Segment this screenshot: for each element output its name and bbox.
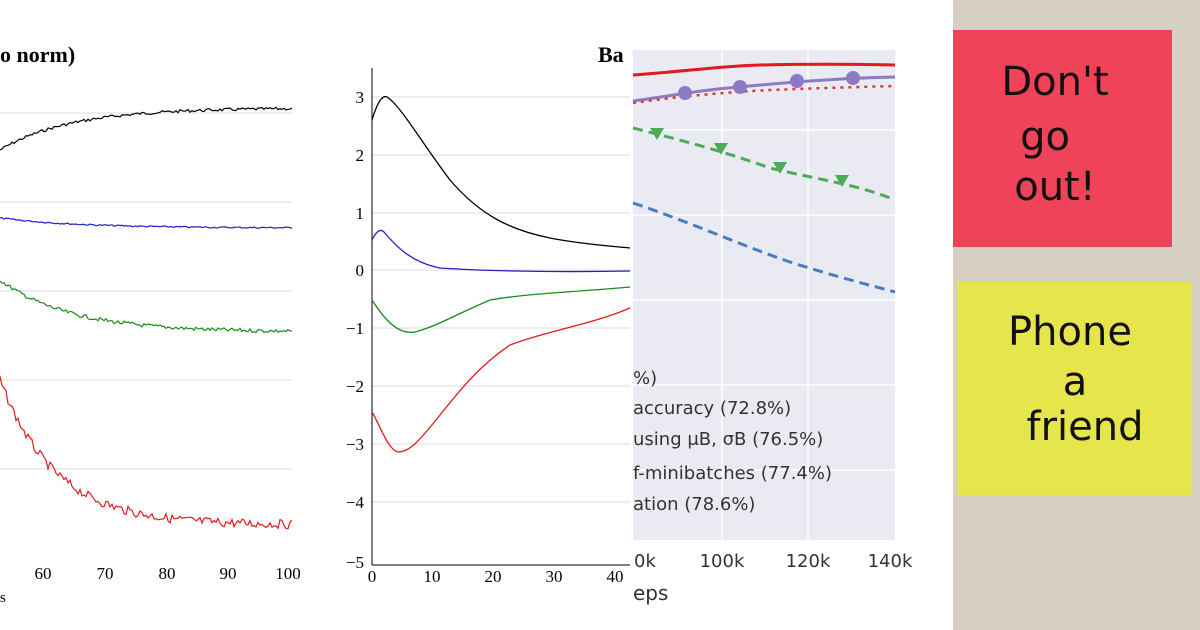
legend-entry: ation (78.6%) [633, 494, 755, 515]
note-text: friend [1027, 404, 1144, 450]
marker [790, 74, 804, 88]
y-tick-label: 3 [356, 88, 365, 107]
y-tick-label: −5 [346, 553, 364, 572]
note-text: out! [1014, 164, 1096, 210]
panel-title: o norm) [0, 42, 75, 67]
x-tick-label: 140k [868, 551, 913, 572]
note-text: Phone [1008, 309, 1132, 355]
note-text: Don't [1001, 59, 1108, 105]
marker [733, 80, 747, 94]
sticky-note [958, 282, 1192, 495]
x-axis-label: s [0, 590, 6, 606]
y-tick-label: 0 [356, 261, 365, 280]
curve [0, 106, 293, 151]
marker [846, 71, 860, 85]
panel-left: o norm) 60 70 80 90 100 s [0, 42, 301, 606]
x-axis-label: eps [633, 581, 668, 605]
x-tick-label: 0 [368, 567, 377, 586]
legend-entry: %) [633, 368, 657, 389]
curve [0, 216, 293, 229]
panel-middle: 3 2 1 0 −1 −2 −3 −4 −5 0 10 20 30 40 [346, 68, 631, 586]
note-text: go [1020, 114, 1070, 160]
curve [632, 201, 896, 294]
x-tick-label: 20 [485, 567, 502, 586]
curve [371, 95, 631, 249]
panel-right: %) accuracy (72.8%) using μB, σB (76.5%)… [590, 30, 913, 605]
curve [0, 280, 293, 334]
curve [371, 229, 631, 273]
panel-title: Ba [598, 42, 624, 67]
legend-entry: using μB, σB (76.5%) [633, 429, 823, 450]
legend-entry: accuracy (72.8%) [633, 398, 791, 419]
x-tick-label: 80 [159, 564, 176, 583]
x-tick-label: 100k [700, 551, 745, 572]
y-tick-label: −4 [346, 493, 365, 512]
y-tick-label: −2 [346, 377, 364, 396]
photo: Don't go out! Phone a friend [953, 0, 1200, 630]
x-tick-label: 60 [35, 564, 52, 583]
x-tick-label: 90 [220, 564, 237, 583]
x-tick-label: 30 [546, 567, 563, 586]
x-tick-label: 70 [97, 564, 114, 583]
marker [773, 162, 787, 174]
sticky-note [953, 30, 1172, 247]
curve [371, 286, 631, 333]
curve [0, 376, 293, 530]
plot-background [633, 50, 895, 540]
y-tick-label: −1 [346, 319, 364, 338]
y-tick-label: 1 [356, 204, 365, 223]
y-tick-label: −3 [346, 435, 364, 454]
note-text: a [1063, 359, 1088, 405]
x-tick-label: 100 [275, 564, 301, 583]
curve [632, 62, 896, 77]
x-tick-label: 40 [607, 567, 624, 586]
y-tick-label: 2 [356, 146, 365, 165]
title-backdrop [590, 30, 633, 70]
x-tick-label: 0k [634, 551, 656, 572]
curve [632, 84, 896, 105]
curve [371, 307, 631, 453]
x-tick-label: 120k [786, 551, 831, 572]
marker [835, 175, 849, 187]
marker [650, 128, 664, 140]
x-tick-label: 10 [424, 567, 441, 586]
marker [714, 143, 728, 155]
legend-entry: f-minibatches (77.4%) [633, 463, 832, 484]
marker [678, 86, 692, 100]
